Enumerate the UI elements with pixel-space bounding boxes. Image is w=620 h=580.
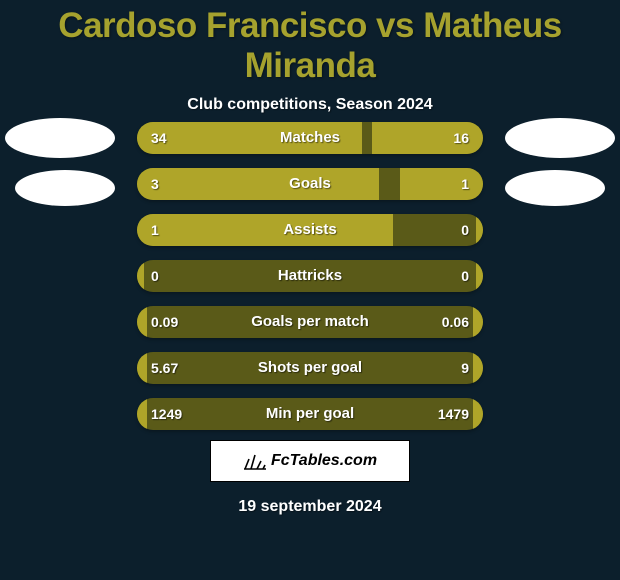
page-title: Cardoso Francisco vs Matheus Miranda [0,0,620,86]
stat-value-left: 1249 [151,398,182,430]
stat-label: Shots per goal [137,352,483,384]
stat-row: Goals3 1 [137,168,483,200]
stat-value-left: 5.67 [151,352,178,384]
player-left-avatar-2 [15,170,115,206]
player-right-avatar-1 [505,118,615,158]
stat-row: Shots per goal5.67 9 [137,352,483,384]
stats-container: Matches3416Goals31Assists10Hattricks00Go… [137,122,483,444]
watermark: FcTables.com [210,440,410,482]
date: 19 september 2024 [0,498,620,516]
stat-label: Min per goal [137,398,483,430]
stat-row: Hattricks0 0 [137,260,483,292]
stat-row: Matches34 16 [137,122,483,154]
stat-label: Assists [137,214,483,246]
stat-value-left: 0 [151,260,159,292]
stat-label: Hattricks [137,260,483,292]
stat-label: Goals [137,168,483,200]
stat-value-right: 9 [461,352,469,384]
stat-value-left: 3 [151,168,159,200]
watermark-icon [243,451,267,471]
stat-row: Min per goal1249 1479 [137,398,483,430]
stat-value-right: 0.06 [442,306,469,338]
stat-value-right: 0 [461,214,469,246]
player-right-avatar-2 [505,170,605,206]
stat-value-right: 0 [461,260,469,292]
stat-row: Goals per match0.09 0.06 [137,306,483,338]
stat-value-right: 1 [461,168,469,200]
stat-value-left: 34 [151,122,167,154]
subtitle: Club competitions, Season 2024 [0,96,620,114]
stat-label: Matches [137,122,483,154]
stat-value-left: 0.09 [151,306,178,338]
stat-label: Goals per match [137,306,483,338]
player-left-avatar-1 [5,118,115,158]
stat-value-right: 16 [453,122,469,154]
stat-value-left: 1 [151,214,159,246]
watermark-text: FcTables.com [271,452,377,470]
stat-value-right: 1479 [438,398,469,430]
comparison-card: Cardoso Francisco vs Matheus Miranda Clu… [0,0,620,580]
stat-row: Assists1 0 [137,214,483,246]
